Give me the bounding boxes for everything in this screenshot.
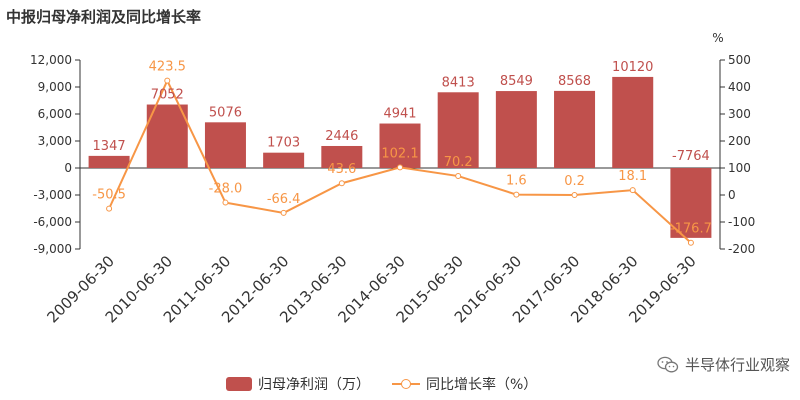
legend-line-label: 同比增长率（%） bbox=[426, 377, 538, 393]
line-label: 423.5 bbox=[149, 60, 186, 75]
line-point bbox=[280, 209, 287, 216]
bar-label: 10120 bbox=[612, 60, 653, 75]
bar-label: 4941 bbox=[383, 107, 416, 122]
x-tick-labels: 2009-06-302010-06-302011-06-302012-06-30… bbox=[44, 252, 700, 326]
watermark: 半导体行业观察 bbox=[657, 354, 790, 375]
bar-labels: 1347 7052 5076 1703 2446 4941 8413 8549 8568 1012… bbox=[93, 60, 710, 164]
right-axis: % 500 400 300 200 100 0 -100 -200 bbox=[712, 31, 755, 256]
line-point bbox=[164, 77, 171, 84]
bar bbox=[88, 155, 130, 168]
bar bbox=[321, 145, 363, 168]
bar bbox=[204, 122, 246, 168]
bar-label: 8549 bbox=[500, 74, 533, 89]
left-axis-tick-label: 9,000 bbox=[38, 80, 72, 94]
line-label: 70.2 bbox=[444, 155, 473, 170]
right-axis-tick-label: 0 bbox=[728, 188, 736, 202]
bar-label: 2446 bbox=[325, 129, 358, 144]
left-axis-tick-label: 6,000 bbox=[38, 107, 72, 121]
right-axis-unit: % bbox=[712, 31, 723, 45]
line-label: -176.7 bbox=[670, 222, 712, 237]
line-label: -66.4 bbox=[267, 192, 301, 207]
bar bbox=[612, 76, 654, 168]
bar bbox=[670, 168, 712, 238]
right-axis-tick-label: 500 bbox=[728, 53, 751, 67]
left-axis-tick-label: 0 bbox=[64, 161, 72, 175]
line-point bbox=[397, 164, 403, 171]
bar-label: 1347 bbox=[93, 139, 126, 154]
right-axis-tick-label: 200 bbox=[728, 134, 751, 148]
line-point bbox=[687, 239, 694, 246]
line-point bbox=[455, 173, 462, 180]
right-axis-tick-label: 300 bbox=[728, 107, 751, 121]
line-label: 1.6 bbox=[506, 174, 527, 189]
line-label: 0.2 bbox=[564, 174, 585, 189]
line-point bbox=[513, 191, 520, 198]
line-series bbox=[106, 77, 694, 246]
bar bbox=[437, 92, 479, 168]
legend-line-swatch bbox=[392, 377, 420, 391]
watermark-text: 半导体行业观察 bbox=[684, 356, 790, 374]
right-axis-tick-label: -200 bbox=[728, 242, 755, 256]
wechat-icon bbox=[657, 356, 679, 372]
line-point bbox=[571, 191, 578, 198]
line-label: 18.1 bbox=[618, 169, 647, 184]
bar bbox=[495, 91, 537, 168]
left-axis-tick-label: -3,000 bbox=[33, 188, 72, 202]
bar-label: 7052 bbox=[151, 88, 184, 103]
bar bbox=[146, 104, 188, 168]
right-axis-tick-label: 100 bbox=[728, 161, 751, 175]
left-axis-tick-label: -6,000 bbox=[33, 215, 72, 229]
bar-label: 8413 bbox=[442, 75, 475, 90]
legend-bar-swatch bbox=[226, 377, 252, 391]
chart-title: 中报归母净利润及同比增长率 bbox=[6, 8, 202, 26]
bar bbox=[379, 123, 421, 168]
right-axis-tick-label: -100 bbox=[728, 215, 755, 229]
line-point bbox=[338, 180, 345, 187]
left-axis-tick-label: 12,000 bbox=[30, 53, 72, 67]
bar-label: 5076 bbox=[209, 105, 242, 120]
legend-bar-label: 归母净利润（万） bbox=[258, 377, 370, 393]
bar-series bbox=[88, 76, 712, 238]
line-labels: -50.5 423.5 -28.0 -66.4 43.6 102.1 70.2 1.6 0.2 1… bbox=[92, 60, 712, 237]
bar-label: 1703 bbox=[267, 136, 300, 151]
line-point bbox=[629, 187, 636, 194]
line-label: 102.1 bbox=[381, 146, 418, 161]
left-axis-tick-label: 3,000 bbox=[38, 134, 72, 148]
bar bbox=[263, 152, 305, 168]
bar-label: 8568 bbox=[558, 74, 591, 89]
line-label: -50.5 bbox=[92, 188, 126, 203]
line-label: -28.0 bbox=[209, 182, 243, 197]
left-axis-tick-label: -9,000 bbox=[33, 242, 72, 256]
legend: 归母净利润（万） 同比增长率（%） bbox=[226, 372, 537, 396]
line-point bbox=[106, 205, 113, 212]
bar bbox=[554, 90, 596, 168]
right-axis-tick-label: 400 bbox=[728, 80, 751, 94]
line-point bbox=[222, 199, 229, 206]
bar-label: -7764 bbox=[672, 149, 710, 164]
line-label: 43.6 bbox=[327, 162, 356, 177]
